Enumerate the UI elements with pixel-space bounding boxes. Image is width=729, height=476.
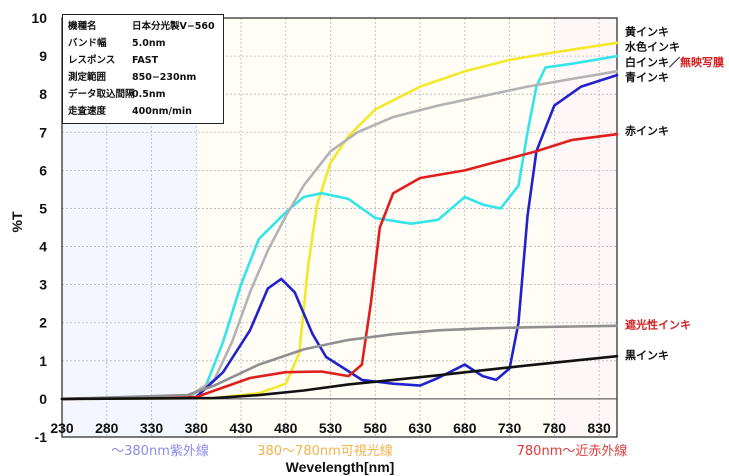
band-label-2: 780nm〜近赤外線 (517, 443, 628, 459)
series-label-6: 黒インキ (625, 349, 669, 362)
info-row-5: 走査速度 400nm/min (68, 103, 218, 120)
y-tick-2: 2 (39, 315, 47, 331)
info-key: 走査速度 (68, 106, 107, 117)
series-label-5: 遮光性インキ (625, 318, 691, 332)
band-bg-2 (554, 18, 617, 437)
series-label-2-part-1: 無映写膜 (680, 55, 724, 69)
info-value: 400nm/min (132, 106, 192, 117)
y-tick--1: -1 (35, 429, 48, 445)
x-tick-730: 730 (498, 420, 522, 436)
info-value: FAST (132, 55, 159, 66)
info-row-0: 機種名 日本分光製V−560 (68, 18, 218, 35)
series-label-4: 赤インキ (625, 123, 669, 137)
series-line-6 (60, 354, 619, 401)
info-value: 日本分光製V−560 (132, 21, 215, 32)
x-tick-630: 630 (408, 420, 432, 436)
info-row-2: レスポンス FAST (68, 52, 218, 69)
x-tick-430: 430 (229, 420, 253, 436)
series-line-4 (60, 132, 619, 401)
series-label-2: 白インキ／無映写膜 (625, 55, 724, 69)
info-key: データ取込間隔 (68, 89, 135, 100)
instrument-info-box: 機種名 日本分光製V−560 バンド幅 5.0nm レスポンス FAST 測定範囲 850−2… (62, 14, 224, 124)
band-labels: 〜380nm紫外線 380〜780nm可視光線 780nm〜近赤外線 (111, 443, 627, 459)
y-tick-labels: -1 0 1 2 3 4 5 6 7 8 9 10 (31, 10, 47, 445)
y-tick-9: 9 (39, 48, 47, 64)
info-row-1: バンド幅 5.0nm (68, 35, 218, 52)
series-label-1: 水色インキ (625, 40, 680, 54)
series-line-5 (60, 324, 619, 401)
series-line-3 (60, 73, 619, 401)
series-label-3: 青インキ (625, 70, 669, 84)
x-tick-530: 530 (319, 420, 343, 436)
series-line-1 (60, 54, 619, 401)
x-tick-680: 680 (453, 420, 477, 436)
x-tick-480: 480 (274, 420, 298, 436)
x-tick-330: 330 (140, 420, 164, 436)
band-label-1: 380〜780nm可視光線 (257, 443, 393, 459)
info-key: 測定範囲 (68, 72, 107, 83)
x-tick-380: 380 (185, 420, 209, 436)
x-tick-830: 830 (587, 420, 611, 436)
y-tick-10: 10 (31, 10, 47, 26)
info-key: バンド幅 (68, 38, 107, 49)
y-tick-4: 4 (39, 239, 47, 255)
plot-frame (61, 17, 618, 438)
info-row-4: データ取込間隔 0.5nm (68, 86, 218, 103)
band-label-0: 〜380nm紫外線 (111, 443, 209, 459)
y-tick-6: 6 (39, 162, 47, 178)
y-tick-7: 7 (39, 124, 47, 140)
y-axis-label: %T (9, 211, 25, 232)
y-tick-5: 5 (39, 200, 47, 216)
y-tick-1: 1 (39, 353, 47, 369)
series-lines (60, 41, 619, 401)
info-value: 0.5nm (132, 89, 166, 100)
x-tick-230: 230 (50, 420, 74, 436)
info-row-3: 測定範囲 850−230nm (68, 69, 218, 86)
info-value: 5.0nm (132, 38, 166, 49)
x-axis-label: Wevelength[nm] (286, 459, 395, 475)
y-tick-3: 3 (39, 277, 47, 293)
series-label-2-part-0: 白インキ／ (625, 55, 680, 69)
y-tick-8: 8 (39, 86, 47, 102)
x-tick-580: 580 (364, 420, 388, 436)
info-key: 機種名 (68, 21, 97, 32)
x-tick-780: 780 (543, 420, 567, 436)
x-tick-280: 280 (95, 420, 119, 436)
info-key: レスポンス (68, 55, 116, 66)
series-line-2 (60, 70, 619, 401)
y-tick-0: 0 (39, 391, 47, 407)
info-value: 850−230nm (132, 72, 197, 83)
series-line-0 (60, 41, 619, 401)
x-tick-labels: 230 280 330 380 430 480 530 580 630 680 730 780 830 (50, 420, 611, 436)
series-label-0: 黄インキ (625, 24, 669, 38)
